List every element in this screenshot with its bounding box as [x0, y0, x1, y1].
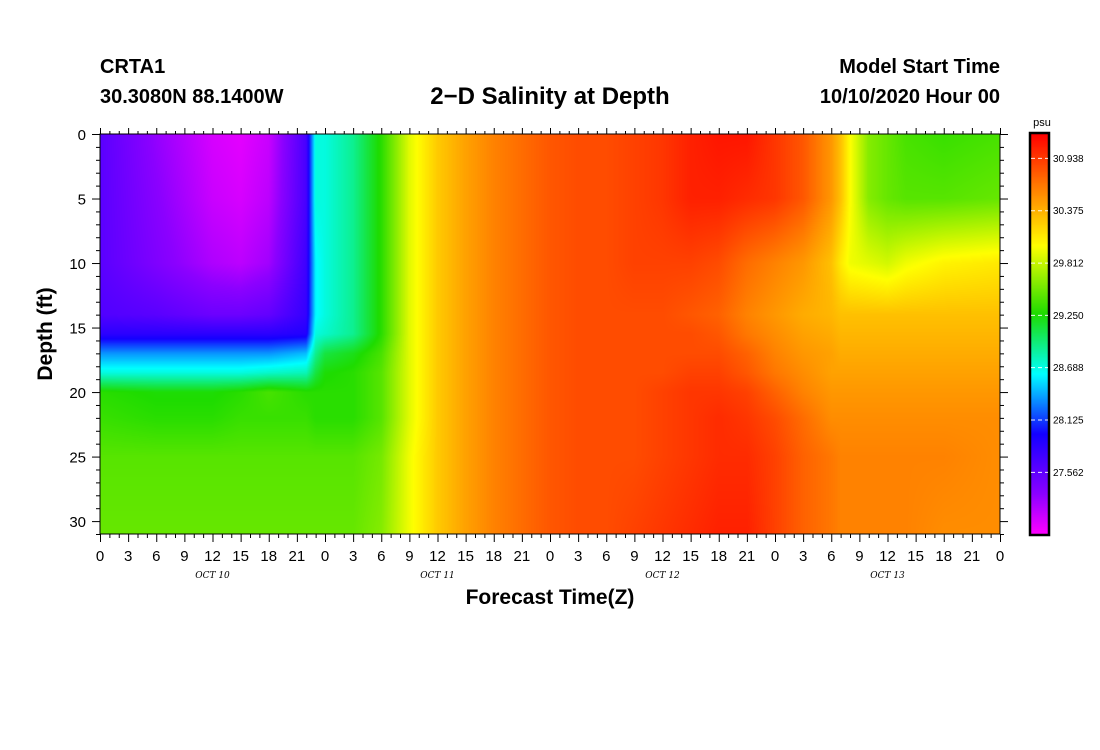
x-tick-label: 9 — [405, 548, 413, 565]
x-tick-label: 21 — [289, 548, 306, 565]
colorbar-unit: psu — [1033, 117, 1051, 129]
colorbar-tick-label: 30.938 — [1053, 154, 1084, 165]
x-tick-label: 12 — [654, 548, 671, 565]
x-tick-label: 12 — [879, 548, 896, 565]
x-tick-label: 6 — [602, 548, 610, 565]
x-tick-label: 18 — [935, 548, 952, 565]
x-tick-label: 21 — [964, 548, 981, 565]
colorbar-tick-label: 29.250 — [1053, 311, 1084, 322]
day-label: OCT 13 — [870, 571, 905, 581]
y-axis: 0 5 10 15 20 25 30 — [69, 127, 1008, 535]
x-tick-label: 21 — [514, 548, 531, 565]
x-tick-label: 0 — [996, 548, 1004, 565]
x-tick-label: 12 — [429, 548, 446, 565]
day-label: OCT 10 — [195, 571, 230, 581]
x-tick-label: 0 — [96, 548, 104, 565]
colorbar-tick-label: 30.375 — [1053, 206, 1084, 217]
y-tick-label: 25 — [69, 450, 86, 467]
x-tick-label: 18 — [710, 548, 727, 565]
x-tick-label: 15 — [907, 548, 924, 565]
x-tick-label: 15 — [682, 548, 699, 565]
colorbar-border — [1028, 131, 1051, 537]
model-start-label: Model Start Time — [839, 56, 1000, 78]
x-tick-label: 18 — [485, 548, 502, 565]
x-tick-label: 0 — [771, 548, 779, 565]
station-coordinates: 30.3080N 88.1400W — [100, 86, 284, 108]
y-tick-label: 30 — [69, 514, 86, 531]
colorbar-tick-label: 28.125 — [1053, 416, 1084, 427]
day-label: OCT 12 — [645, 571, 680, 581]
x-tick-label: 9 — [180, 548, 188, 565]
x-tick-label: 18 — [260, 548, 277, 565]
x-tick-label: 0 — [546, 548, 554, 565]
plot-border — [99, 133, 1001, 535]
colorbar-tick-label: 27.562 — [1053, 468, 1084, 479]
x-tick-label: 3 — [574, 548, 582, 565]
x-tick-label: 9 — [630, 548, 638, 565]
x-tick-label: 12 — [204, 548, 221, 565]
x-tick-label: 3 — [124, 548, 132, 565]
x-tick-label: 15 — [457, 548, 474, 565]
model-start-value: 10/10/2020 Hour 00 — [819, 86, 1000, 108]
x-tick-label: 15 — [232, 548, 249, 565]
x-tick-label: 9 — [855, 548, 863, 565]
day-label: OCT 11 — [420, 571, 455, 581]
y-tick-label: 15 — [69, 321, 86, 338]
y-tick-label: 20 — [69, 385, 86, 402]
x-tick-label: 3 — [799, 548, 807, 565]
colorbar-tick-label: 28.688 — [1053, 363, 1084, 374]
x-axis-label: Forecast Time(Z) — [466, 586, 635, 609]
x-tick-label: 6 — [377, 548, 385, 565]
x-tick-label: 21 — [739, 548, 756, 565]
x-tick-label: 6 — [827, 548, 835, 565]
y-tick-label: 0 — [78, 127, 86, 144]
x-tick-label: 6 — [152, 548, 160, 565]
salinity-heatmap — [100, 134, 1000, 534]
x-tick-label: 0 — [321, 548, 329, 565]
colorbar-gradient — [1031, 134, 1048, 534]
x-axis: 0 3 6 9 12 15 18 21 0 3 6 9 12 15 18 21 0 3 6 9 12 15 18 21 0 3 6 9… — [96, 128, 1004, 581]
y-axis-label: Depth (ft) — [34, 287, 57, 380]
colorbar-tick-label: 29.812 — [1053, 259, 1084, 270]
chart-title: 2−D Salinity at Depth — [430, 83, 670, 110]
y-tick-label: 10 — [69, 256, 86, 273]
colorbar-axis: 30.938 30.375 29.812 29.250 28.688 28.125 27.5… — [1028, 131, 1084, 537]
station-id: CRTA1 — [100, 56, 166, 78]
y-tick-label: 5 — [78, 192, 86, 209]
x-tick-label: 3 — [349, 548, 357, 565]
